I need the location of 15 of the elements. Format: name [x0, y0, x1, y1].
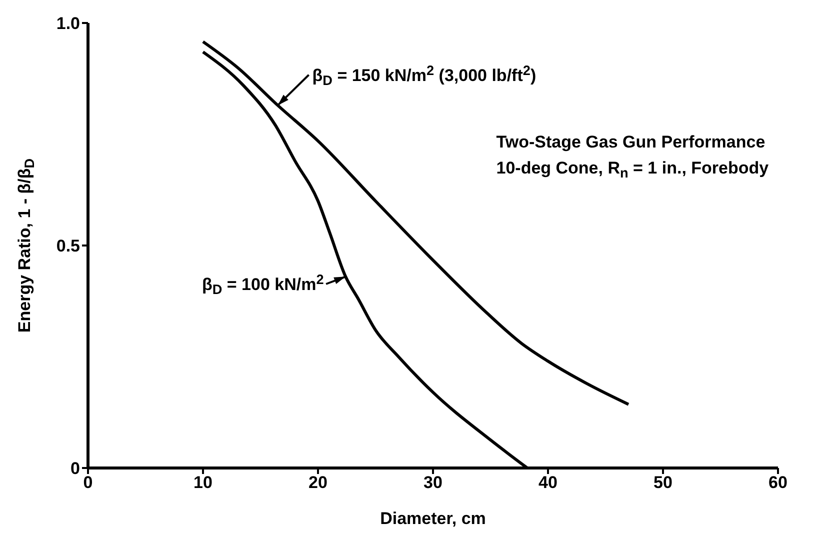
x-tick-label: 40	[538, 473, 558, 492]
x-tick-label: 0	[83, 473, 93, 492]
y-tick-label: 0	[70, 459, 80, 478]
legend-label: β$_{D}$ = 100 kN/m$^{2}$	[202, 272, 324, 298]
x-tick-label: 30	[424, 473, 442, 492]
x-tick-label: 60	[768, 473, 788, 492]
annotation: Two-Stage Gas Gun Performance	[496, 132, 766, 152]
x-tick-label: 50	[654, 473, 672, 492]
x-tick-label: 20	[308, 473, 328, 492]
x-tick-label: 10	[194, 473, 212, 492]
x-axis-title: Diameter, cm	[380, 509, 486, 528]
annotation: 10-deg Cone, R$_{n}$ = 1 in., Forebody	[496, 158, 770, 181]
y-tick-label: 1.0	[56, 14, 80, 34]
y-tick-label: 0.5	[56, 236, 80, 256]
text: β$_{D}$ = 150 kN/m$^{2}$ (3,000 lb/ft$^{2}$)	[312, 63, 536, 88]
